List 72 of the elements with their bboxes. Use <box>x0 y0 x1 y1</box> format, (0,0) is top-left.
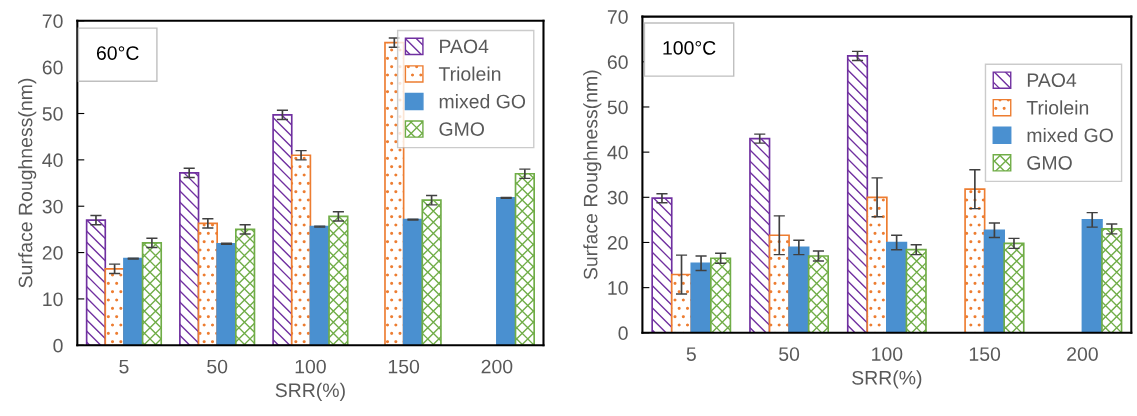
bar <box>328 215 349 346</box>
x-tick-label: 100 <box>872 347 903 361</box>
annotation: 60°C <box>96 46 139 60</box>
bar <box>690 262 712 333</box>
x-tick-label: 200 <box>481 359 513 374</box>
y-tick-label: 10 <box>608 281 628 295</box>
bar <box>309 225 330 346</box>
bar <box>179 172 200 346</box>
bar <box>496 197 517 346</box>
y-tick-label: 70 <box>607 10 628 24</box>
bar <box>141 242 163 346</box>
y-tick-label: 30 <box>42 199 63 214</box>
x-axis-title: SRR(%) <box>275 382 345 401</box>
legend-label: GMO <box>1027 155 1072 170</box>
y-tick-label: 40 <box>607 145 628 160</box>
bar <box>710 257 732 333</box>
bar <box>104 267 125 346</box>
x-tick-label: 150 <box>969 347 1001 361</box>
y-tick-label: 60 <box>42 60 63 75</box>
y-tick-label: 20 <box>607 235 628 250</box>
bar <box>788 246 810 333</box>
bar <box>197 222 219 346</box>
bar <box>749 137 771 333</box>
legend-label: mixed GO <box>1027 127 1113 143</box>
y-tick-label: 40 <box>42 153 63 168</box>
legend-label: GMO <box>439 122 484 136</box>
y-tick-label: 0 <box>53 338 63 353</box>
bar <box>421 199 442 346</box>
bar <box>1003 242 1025 333</box>
bar <box>123 257 144 346</box>
bar <box>905 248 927 333</box>
x-tick-label: 150 <box>388 359 420 374</box>
bar <box>886 241 908 333</box>
y-tick-label: 70 <box>42 14 63 29</box>
bar <box>216 242 237 346</box>
bar <box>807 255 830 333</box>
x-tick-label: 100 <box>295 359 326 374</box>
bar <box>85 219 107 346</box>
x-tick-label: 50 <box>207 359 228 374</box>
legend-label: Triolein <box>1026 100 1089 115</box>
bar <box>1081 219 1103 333</box>
y-tick-label: 10 <box>43 292 63 307</box>
bar <box>983 229 1006 333</box>
bar <box>768 234 790 333</box>
legend-label: mixed GO <box>439 94 526 109</box>
y-tick-label: 60 <box>607 55 628 70</box>
bar <box>290 154 312 346</box>
bar <box>651 197 673 333</box>
legend-label: PAO4 <box>440 39 489 54</box>
bar <box>846 55 869 333</box>
y-tick-label: 30 <box>607 190 628 205</box>
legend-label: Triolein <box>438 66 501 81</box>
legend-label: PAO4 <box>1027 73 1077 88</box>
y-tick-label: 20 <box>42 246 63 260</box>
annotation: 100°C <box>663 41 716 55</box>
bar <box>1101 228 1123 333</box>
y-tick-label: 50 <box>607 100 628 115</box>
x-axis-title: SRR(%) <box>852 370 922 389</box>
x-tick-label: 5 <box>119 359 129 374</box>
bar <box>866 196 888 333</box>
y-axis-title: Surface Roughness(nm) <box>583 70 602 280</box>
bar <box>234 228 256 346</box>
x-tick-label: 200 <box>1067 347 1098 361</box>
y-tick-label: 0 <box>618 326 628 341</box>
y-tick-label: 50 <box>42 106 63 121</box>
x-tick-label: 5 <box>686 347 696 361</box>
bar <box>964 188 986 333</box>
x-tick-label: 50 <box>779 347 800 361</box>
bar <box>272 114 293 346</box>
bar <box>402 218 424 346</box>
y-axis-title: Surface Roughness(nm) <box>18 78 37 288</box>
bar <box>514 172 535 346</box>
